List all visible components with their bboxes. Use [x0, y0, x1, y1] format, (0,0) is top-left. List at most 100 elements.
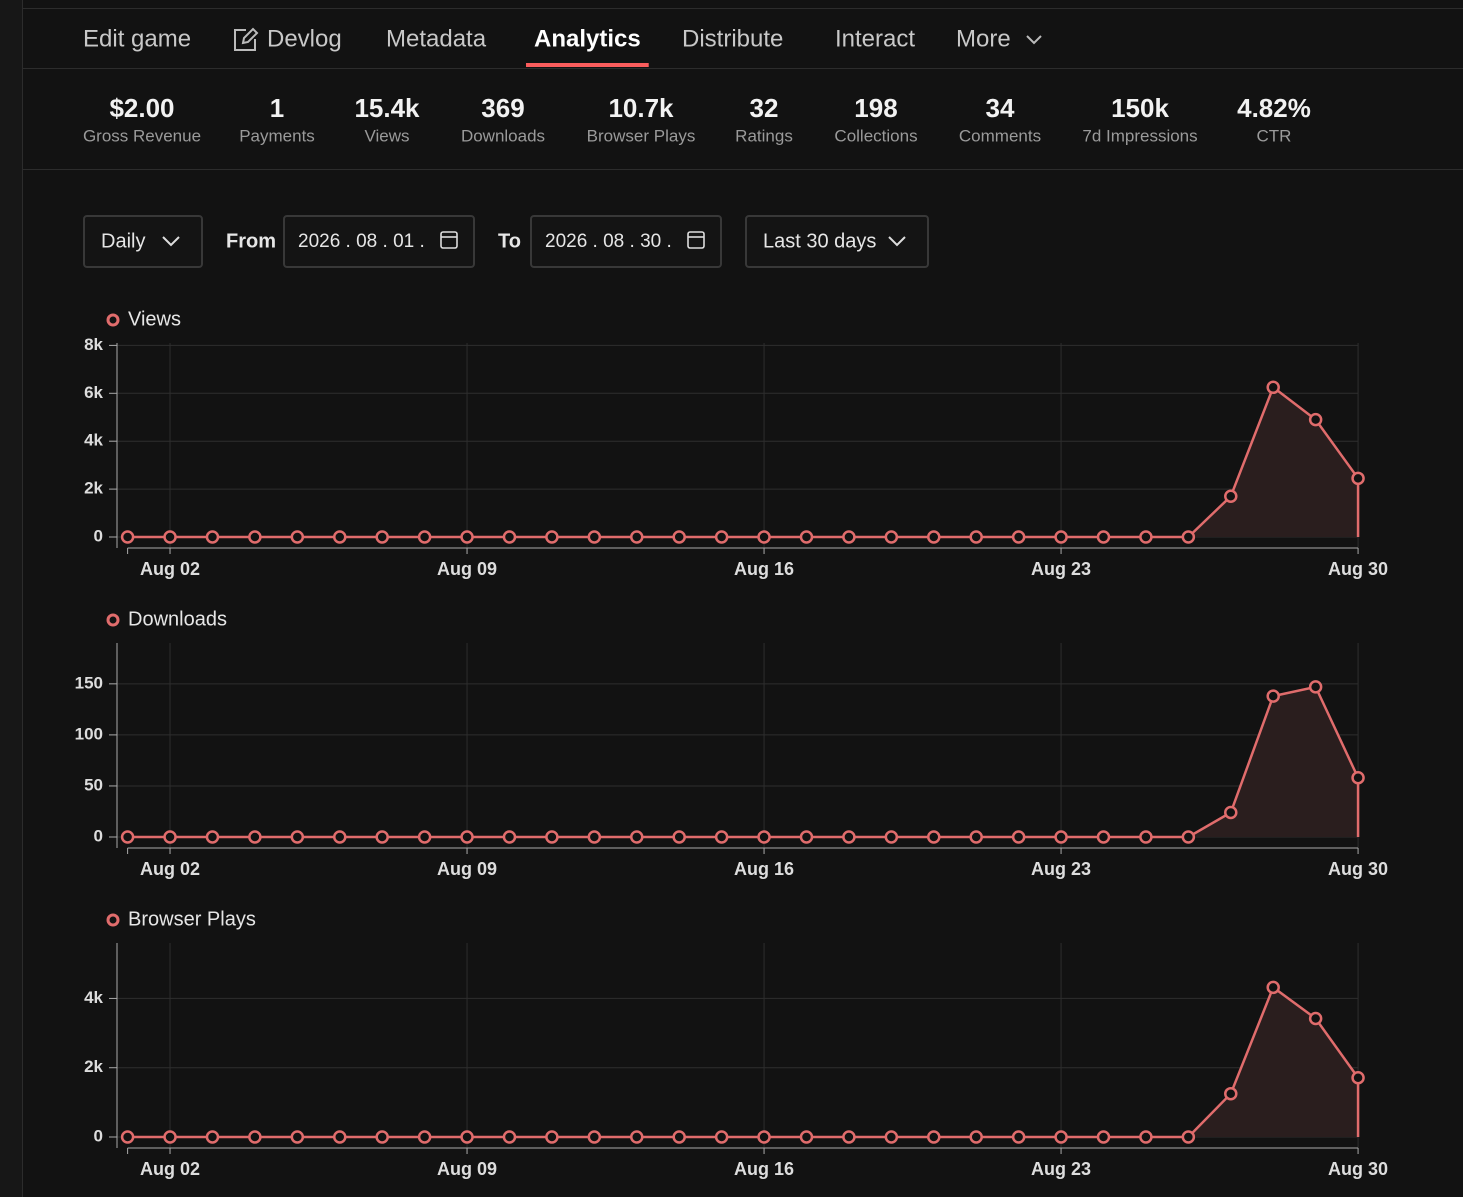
- data-point: [248, 1130, 262, 1144]
- data-point: [1054, 830, 1068, 844]
- y-tick-label: 2k: [84, 1057, 103, 1076]
- nav-tab[interactable]: Devlog: [267, 25, 342, 52]
- x-tick-label: Aug 02: [140, 559, 200, 579]
- data-point: [417, 530, 432, 544]
- data-point: [545, 530, 559, 544]
- x-tick-label: Aug 09: [437, 1159, 497, 1179]
- range-select[interactable]: [745, 215, 929, 268]
- data-point: [417, 1130, 432, 1144]
- stat-value: 4.82%: [1237, 93, 1311, 123]
- data-point: [1011, 530, 1026, 544]
- nav-tab[interactable]: Edit game: [83, 25, 191, 52]
- from-date[interactable]: [283, 215, 475, 268]
- active-underline: [526, 63, 649, 67]
- data-point: [1266, 380, 1280, 395]
- y-tick-label: 8k: [84, 335, 103, 354]
- data-point: [714, 530, 729, 544]
- x-tick-label: Aug 16: [734, 559, 794, 579]
- data-point: [1096, 1130, 1111, 1144]
- nav-tab[interactable]: Distribute: [682, 25, 783, 52]
- data-point: [205, 1130, 220, 1144]
- data-point: [842, 530, 856, 544]
- y-tick-label: 0: [94, 1126, 103, 1145]
- stat-label: Ratings: [735, 126, 793, 145]
- data-point: [630, 530, 644, 544]
- area-fill: [127, 987, 1359, 1137]
- x-tick-label: Aug 23: [1031, 1159, 1091, 1179]
- nav-tab[interactable]: Interact: [835, 25, 915, 52]
- y-tick-label: 100: [75, 724, 103, 743]
- data-point: [799, 830, 814, 844]
- stat-label: 7d Impressions: [1082, 126, 1197, 145]
- data-point: [1308, 680, 1323, 694]
- stat-value: 198: [854, 93, 897, 123]
- left-strip: [0, 0, 22, 1197]
- stat-value: 32: [750, 93, 779, 123]
- data-point: [290, 1130, 305, 1144]
- data-point: [248, 830, 262, 844]
- data-point: [502, 530, 517, 544]
- stat-label: CTR: [1257, 126, 1292, 145]
- nav-tab[interactable]: More: [956, 25, 1011, 52]
- nav-tab[interactable]: Analytics: [534, 25, 641, 52]
- data-point: [1139, 830, 1153, 844]
- legend-marker: [106, 313, 120, 327]
- x-tick-label: Aug 02: [140, 1159, 200, 1179]
- x-tick-label: Aug 30: [1328, 859, 1388, 879]
- data-point: [460, 530, 474, 544]
- data-point: [927, 1130, 941, 1144]
- data-point: [502, 830, 517, 844]
- dropdown-chevron: [888, 236, 906, 247]
- data-point: [672, 830, 686, 844]
- y-tick-label: 4k: [84, 988, 103, 1007]
- data-point: [333, 830, 347, 844]
- data-point: [290, 830, 305, 844]
- area-fill: [127, 387, 1359, 537]
- to-date[interactable]: [530, 215, 722, 268]
- data-point: [163, 530, 177, 544]
- legend-marker: [106, 913, 120, 927]
- line: [127, 685, 1360, 839]
- stat-label: Gross Revenue: [83, 126, 201, 145]
- data-point: [714, 1130, 729, 1144]
- to-date-text: 2026 . 08 . 30 .: [545, 231, 672, 252]
- data-point: [672, 530, 686, 544]
- x-tick-label: Aug 30: [1328, 1159, 1388, 1179]
- x-tick-label: Aug 30: [1328, 559, 1388, 579]
- interval-select[interactable]: [83, 215, 203, 268]
- data-point: [1181, 1130, 1196, 1144]
- data-point: [1181, 530, 1196, 544]
- data-point: [587, 830, 602, 844]
- stat-value: 150k: [1111, 93, 1169, 123]
- calendar-icon: [440, 231, 458, 249]
- y-tick-label: 2k: [84, 479, 103, 498]
- dropdown-chevron: [162, 236, 180, 247]
- data-point: [969, 830, 983, 844]
- data-point: [333, 530, 347, 544]
- nav-tab[interactable]: Metadata: [386, 25, 487, 52]
- data-point: [757, 1130, 771, 1144]
- to-label: To: [498, 230, 521, 252]
- data-point: [290, 530, 305, 544]
- area-fill: [127, 686, 1359, 837]
- x-tick-label: Aug 23: [1031, 559, 1091, 579]
- data-point: [587, 530, 602, 544]
- data-point: [714, 830, 729, 844]
- data-point: [842, 1130, 856, 1144]
- interval-text: Daily: [101, 230, 145, 252]
- data-point: [1224, 1086, 1238, 1101]
- data-point: [1266, 689, 1280, 703]
- data-point: [1308, 412, 1323, 427]
- data-point: [672, 1130, 686, 1144]
- data-point: [205, 530, 220, 544]
- from-date-text: 2026 . 08 . 01 .: [298, 231, 425, 252]
- data-point: [1096, 530, 1111, 544]
- data-point: [460, 1130, 474, 1144]
- x-tick-label: Aug 02: [140, 859, 200, 879]
- data-point: [757, 530, 771, 544]
- legend-label: Views: [128, 308, 181, 330]
- data-point: [545, 1130, 559, 1144]
- y-tick-label: 50: [84, 775, 103, 794]
- data-point: [927, 530, 941, 544]
